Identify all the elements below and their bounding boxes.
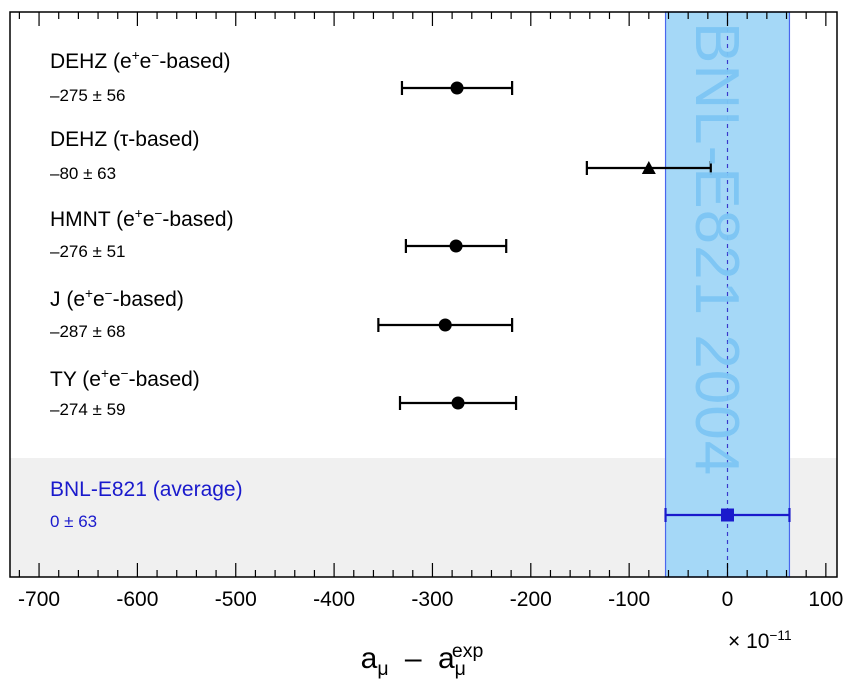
x-tick-label: -100 [608, 588, 651, 611]
entry-3-marker [438, 318, 452, 332]
entry-name-dehz-tau: DEHZ (τ-based) [50, 128, 200, 151]
x-tick-label: -500 [214, 588, 257, 611]
x-axis-title: aμ – aμexp [360, 640, 484, 680]
entry-0-marker [450, 81, 464, 95]
x-tick-label: -200 [509, 588, 552, 611]
x-tick-label: 0 [721, 588, 734, 611]
band-label: BNL-E821 2004 [682, 22, 751, 477]
x-tick-label: -300 [411, 588, 454, 611]
entry-value-dehz-ee: –275 ± 56 [50, 86, 126, 105]
entry-value-hmnt: –276 ± 51 [50, 242, 126, 261]
entry-4-marker [451, 396, 465, 410]
entry-value-j: –287 ± 68 [50, 322, 126, 341]
x-tick-label: 100 [808, 588, 844, 611]
x-scale-factor: × 10−11 [728, 628, 792, 653]
entry-name-dehz-ee: DEHZ (e+e−-based) [50, 48, 231, 73]
entry-1-marker [641, 161, 656, 174]
x-tick-label: -700 [18, 588, 61, 611]
average-value: 0 ± 63 [50, 512, 98, 531]
entry-name-ty: TY (e+e−-based) [50, 366, 200, 391]
entry-name-j: J (e+e−-based) [50, 286, 184, 311]
average-marker [721, 508, 734, 522]
average-name: BNL-E821 (average) [50, 478, 243, 501]
entry-value-dehz-tau: –80 ± 63 [50, 164, 117, 183]
x-tick-label: -600 [116, 588, 159, 611]
entry-name-hmnt: HMNT (e+e−-based) [50, 206, 234, 231]
entry-2-marker [449, 239, 463, 253]
x-tick-label: -400 [313, 588, 356, 611]
plot-frame [9, 11, 838, 578]
entry-value-ty: –274 ± 59 [50, 400, 126, 419]
